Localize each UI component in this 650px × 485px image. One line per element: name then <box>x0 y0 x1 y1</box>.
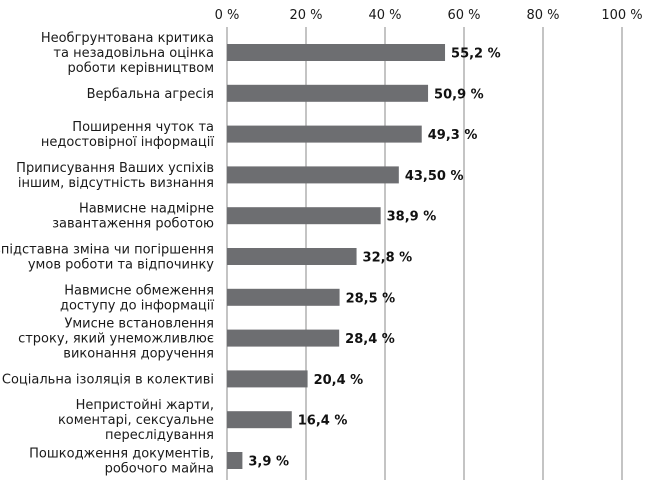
category-label: Вербальна агресія <box>87 87 214 102</box>
bars <box>227 44 446 469</box>
data-label: 3,9 % <box>248 455 289 470</box>
category-label: виконання доручення <box>63 347 214 362</box>
bar <box>227 248 357 265</box>
bar <box>227 166 399 184</box>
x-tick-label: 60 % <box>447 8 480 23</box>
category-label: Умисне встановлення <box>64 317 214 332</box>
bar <box>227 125 422 143</box>
bar <box>227 44 446 61</box>
category-label: Навмисне обмеження <box>64 283 214 298</box>
data-label: 16,4 % <box>298 414 348 429</box>
category-label: доступу до інформації <box>60 298 214 313</box>
category-label: Навмисне надмірне <box>79 202 214 217</box>
bar <box>227 207 381 225</box>
x-tick-label: 40 % <box>368 8 401 23</box>
category-label: та незадовільна оцінка <box>53 46 214 61</box>
category-label: Пошкодження документів, <box>29 447 214 462</box>
bar <box>227 84 429 102</box>
data-label: 50,9 % <box>434 87 484 102</box>
bar <box>227 452 243 469</box>
x-tick-label: 0 % <box>215 8 240 23</box>
data-label: 28,5 % <box>346 291 396 306</box>
data-label: 38,9 % <box>387 210 437 225</box>
x-tick-label: 20 % <box>289 8 322 23</box>
data-label: 55,2 % <box>451 47 501 62</box>
category-label: іншим, відсутність визнання <box>18 176 214 191</box>
x-tick-label: 80 % <box>526 8 559 23</box>
data-label: 49,3 % <box>428 128 478 143</box>
category-label: переслідування <box>105 428 214 443</box>
bar <box>227 288 340 306</box>
data-label: 32,8 % <box>363 251 413 266</box>
data-label: 43,50 % <box>405 169 464 184</box>
bar <box>227 411 292 429</box>
x-tick-label: 100 % <box>601 8 642 23</box>
category-label: роботи керівництвом <box>68 61 215 76</box>
category-label: Приписування Ваших успіхів <box>16 161 214 176</box>
category-label: Поширення чуток та <box>72 120 214 135</box>
category-label: умов роботи та відпочинку <box>28 258 214 273</box>
category-label: Непристойні жарти, <box>76 398 214 413</box>
category-label: завантаження роботою <box>52 217 214 232</box>
value-labels: 55,2 % 50,9 % 49,3 % 43,50 % 38,9 % 32,8 % 28,… <box>248 47 500 470</box>
category-label: Безпідставна зміна чи погіршення <box>0 243 214 258</box>
axis-tick-labels: 0 % 20 % 40 % 60 % 80 % 100 % <box>215 8 643 23</box>
grid-lines <box>226 27 623 480</box>
category-label: коментарі, сексуальне <box>58 413 214 428</box>
data-label: 28,4 % <box>345 332 395 347</box>
category-label: робочого майна <box>105 462 214 477</box>
category-label: недостовірної інформації <box>41 135 215 150</box>
category-label: Соціальна ізоляція в колективі <box>2 372 214 387</box>
bar <box>227 370 308 388</box>
bar <box>227 329 340 347</box>
category-label: Необгрунтована критика <box>41 31 214 46</box>
data-label: 20,4 % <box>314 373 364 388</box>
category-label: строку, який унеможливлює <box>18 332 214 347</box>
